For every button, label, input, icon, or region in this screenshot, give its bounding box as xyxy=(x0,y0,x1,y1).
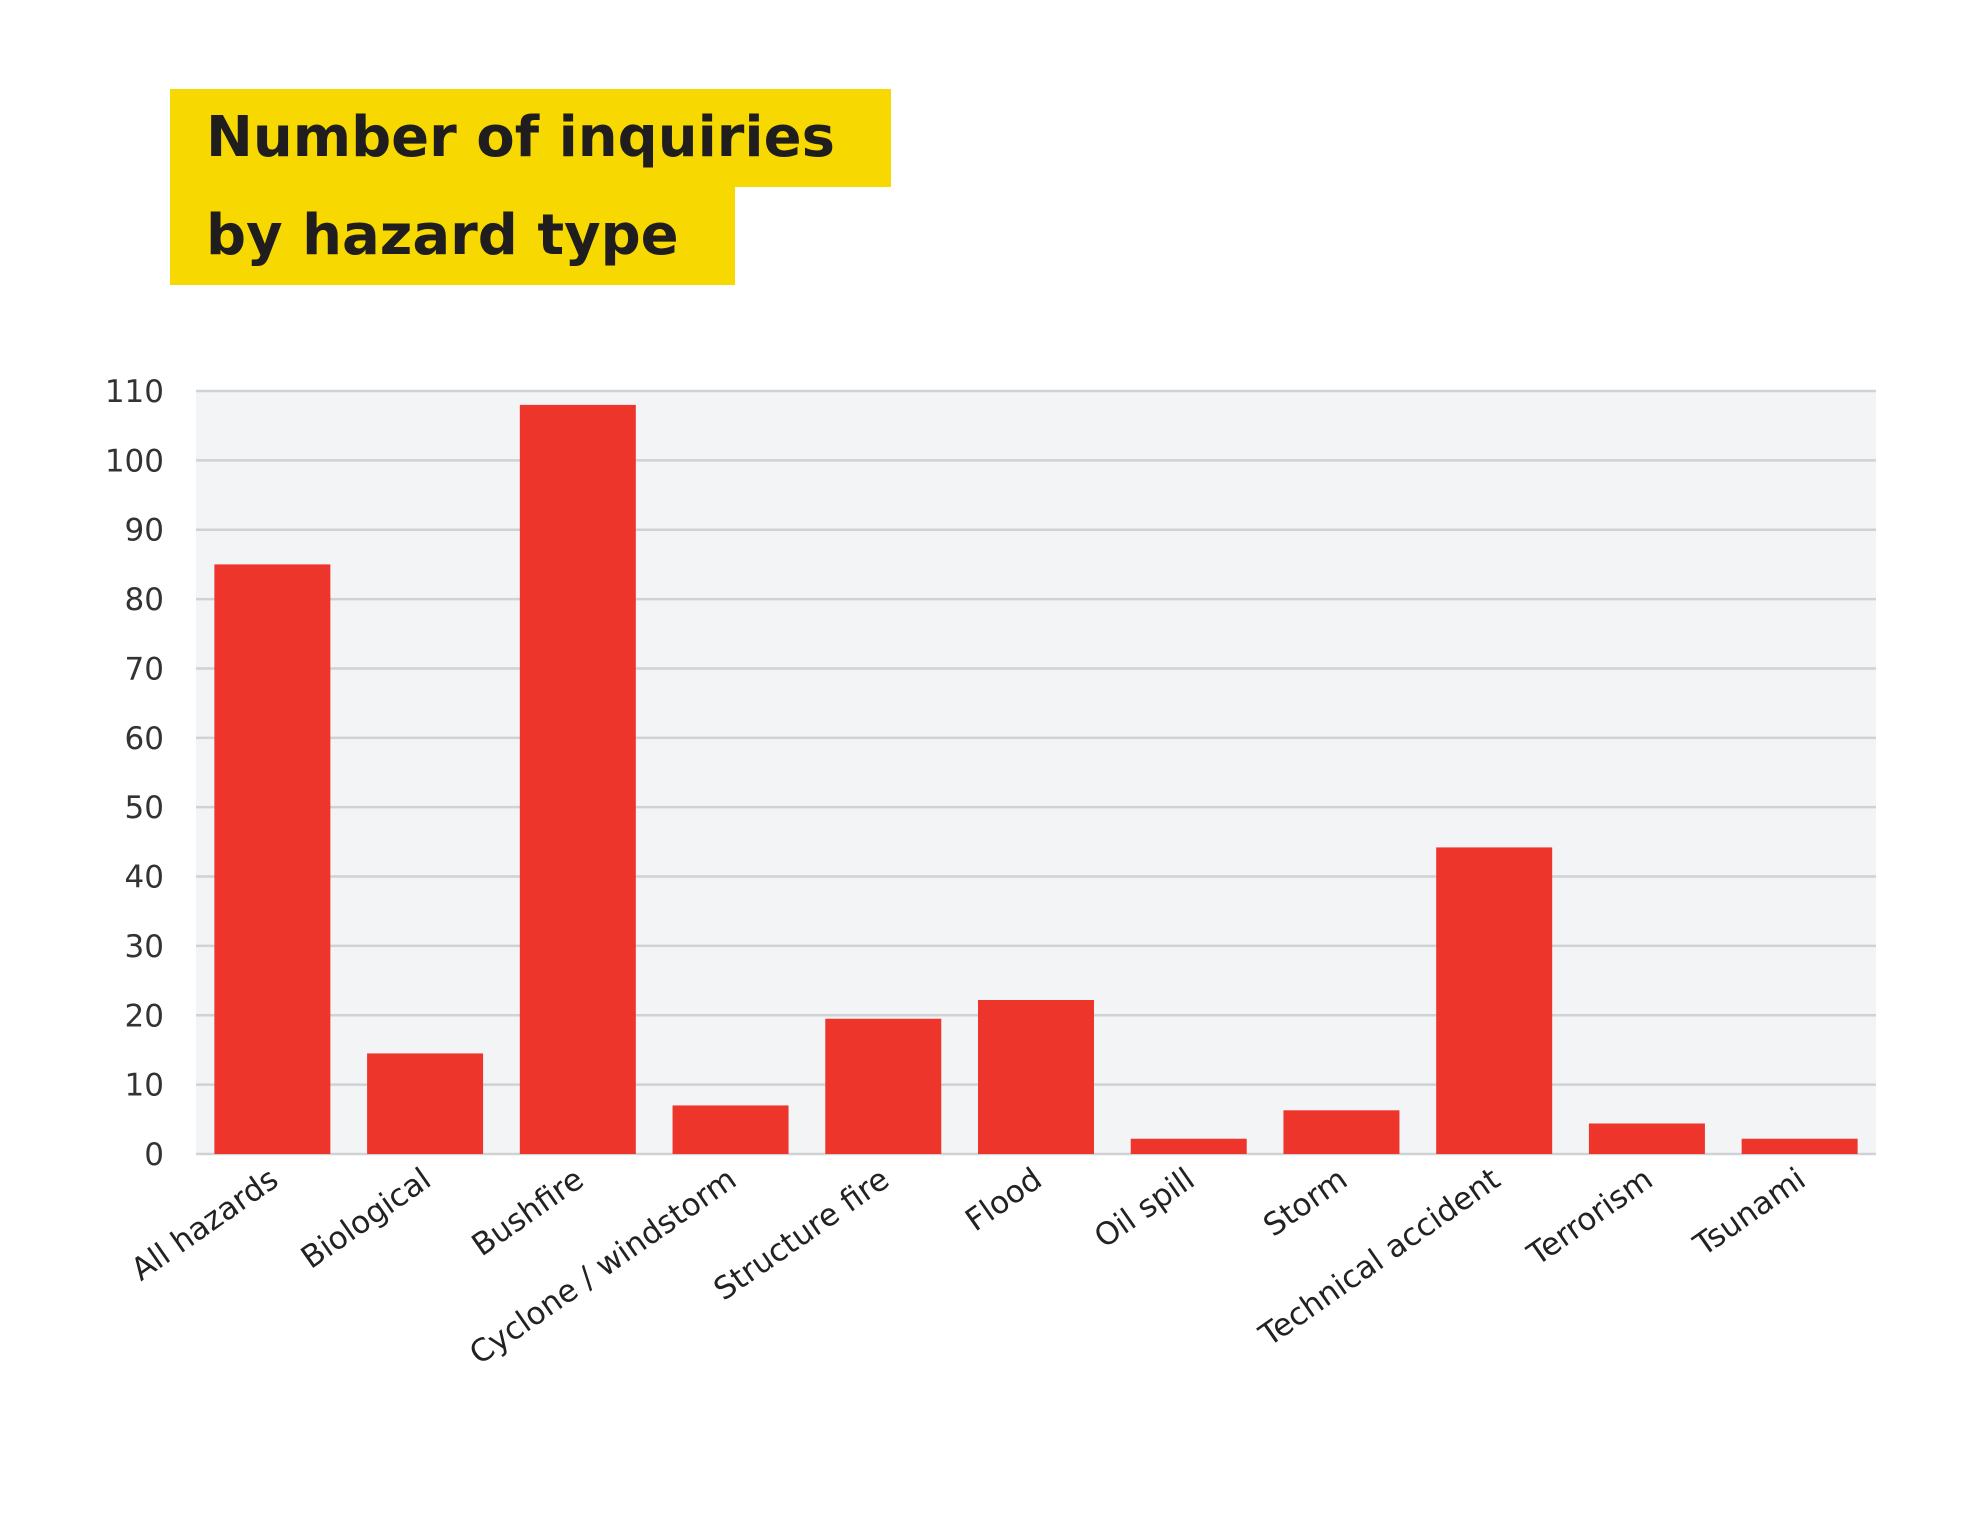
bar xyxy=(672,1105,789,1154)
bar xyxy=(825,1018,942,1154)
y-tick-label: 60 xyxy=(125,721,164,757)
y-tick-label: 90 xyxy=(125,513,164,549)
bar xyxy=(519,404,636,1154)
bar xyxy=(1130,1138,1247,1154)
bar xyxy=(367,1053,484,1154)
bar xyxy=(1436,847,1553,1154)
y-tick-label: 10 xyxy=(125,1068,164,1104)
x-category-label: Cyclone / windstorm xyxy=(463,1161,743,1372)
bar xyxy=(978,1000,1094,1154)
y-tick-label: 70 xyxy=(125,651,164,687)
x-category-label: Tsunami xyxy=(1687,1161,1813,1264)
y-tick-label: 80 xyxy=(125,582,164,618)
bar xyxy=(1588,1123,1705,1154)
x-category-label: Storm xyxy=(1257,1161,1354,1244)
bar xyxy=(1741,1138,1858,1154)
x-category-label: Biological xyxy=(295,1161,438,1276)
y-tick-label: 40 xyxy=(125,860,164,896)
y-tick-label: 100 xyxy=(105,443,164,479)
bar xyxy=(214,564,331,1154)
y-tick-label: 50 xyxy=(125,790,164,826)
bars xyxy=(214,404,1858,1154)
y-tick-label: 30 xyxy=(125,929,164,965)
x-category-label: Bushfire xyxy=(465,1161,590,1264)
y-tick-label: 110 xyxy=(105,374,164,410)
y-axis-ticks: 0 10 20 30 40 50 60 70 80 90 100 110 xyxy=(105,374,164,1173)
y-tick-label: 20 xyxy=(125,998,164,1034)
bar xyxy=(1283,1110,1400,1154)
chart-title-line-1: Number of inquiries xyxy=(170,89,891,187)
x-category-label: Oil spill xyxy=(1088,1161,1201,1255)
x-category-label: All hazards xyxy=(125,1161,285,1288)
x-category-label: Flood xyxy=(959,1161,1049,1239)
x-category-label: Terrorism xyxy=(1520,1161,1659,1273)
y-tick-label: 0 xyxy=(144,1137,164,1173)
chart-title-line-2: by hazard type xyxy=(170,187,735,285)
